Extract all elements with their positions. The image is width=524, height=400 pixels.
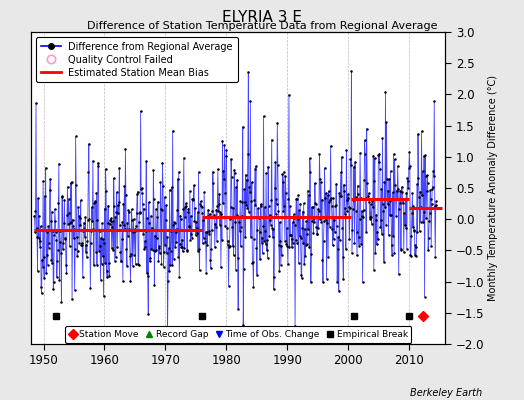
Text: ELYRIA 3 E: ELYRIA 3 E <box>222 10 302 25</box>
Legend: Station Move, Record Gap, Time of Obs. Change, Empirical Break: Station Move, Record Gap, Time of Obs. C… <box>66 326 411 343</box>
Text: Berkeley Earth: Berkeley Earth <box>410 388 482 398</box>
Y-axis label: Monthly Temperature Anomaly Difference (°C): Monthly Temperature Anomaly Difference (… <box>488 75 498 301</box>
Text: Difference of Station Temperature Data from Regional Average: Difference of Station Temperature Data f… <box>87 21 437 31</box>
